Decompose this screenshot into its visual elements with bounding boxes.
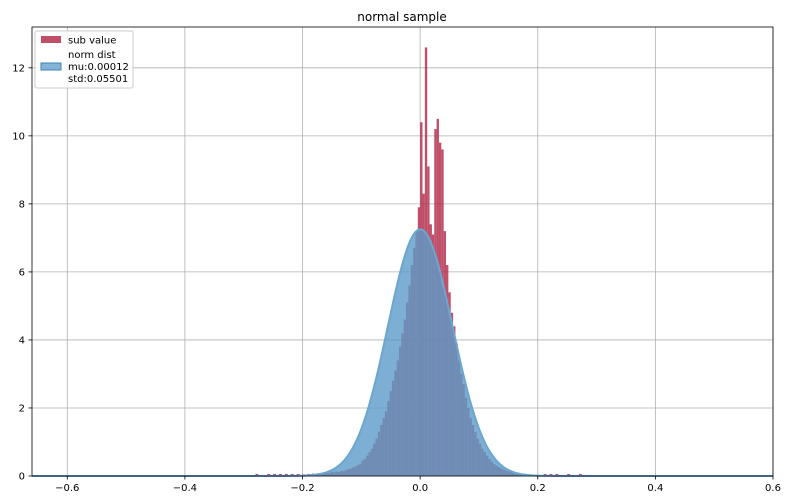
x-tick-label: −0.2 <box>290 483 314 494</box>
x-tick-label: −0.6 <box>55 483 79 494</box>
y-tick-label: 8 <box>19 199 25 210</box>
x-tick-label: 0.4 <box>647 483 663 494</box>
x-tick-label: 0.6 <box>765 483 781 494</box>
y-tick-label: 2 <box>19 403 25 414</box>
legend-label-norm-1: norm dist <box>68 50 116 61</box>
axes-frame <box>31 26 774 477</box>
histogram-bar <box>273 473 277 476</box>
chart-title: normal sample <box>357 10 447 24</box>
legend-box <box>34 30 134 89</box>
x-tick-label: 0.0 <box>412 483 428 494</box>
x-tick-label: −0.4 <box>173 483 197 494</box>
legend-label-norm-2: mu:0.00012 <box>68 62 129 73</box>
y-tick-label: 12 <box>12 63 25 74</box>
axes <box>31 26 774 477</box>
y-tick-label: 10 <box>12 131 25 142</box>
histogram-bar <box>267 473 271 476</box>
histogram-bar <box>255 473 259 476</box>
legend-label-hist: sub value <box>68 36 116 47</box>
legend-label-norm-3: std:0.05501 <box>68 74 128 85</box>
x-tick-label: 0.2 <box>530 483 546 494</box>
histogram-bar <box>578 473 582 476</box>
legend: sub value norm dist mu:0.00012 std:0.055… <box>34 30 134 89</box>
y-axis-ticks: 0 2 4 6 8 10 12 <box>12 63 32 483</box>
normal-pdf-area <box>32 229 773 476</box>
legend-swatch-norm <box>40 62 62 71</box>
y-tick-label: 0 <box>19 472 25 483</box>
x-axis-ticks: −0.6 −0.4 −0.2 0.0 0.2 0.4 0.6 <box>55 476 781 494</box>
histogram-bar <box>567 473 571 476</box>
y-tick-label: 6 <box>19 267 25 278</box>
legend-swatch-hist <box>41 36 61 43</box>
y-tick-label: 4 <box>19 335 25 346</box>
